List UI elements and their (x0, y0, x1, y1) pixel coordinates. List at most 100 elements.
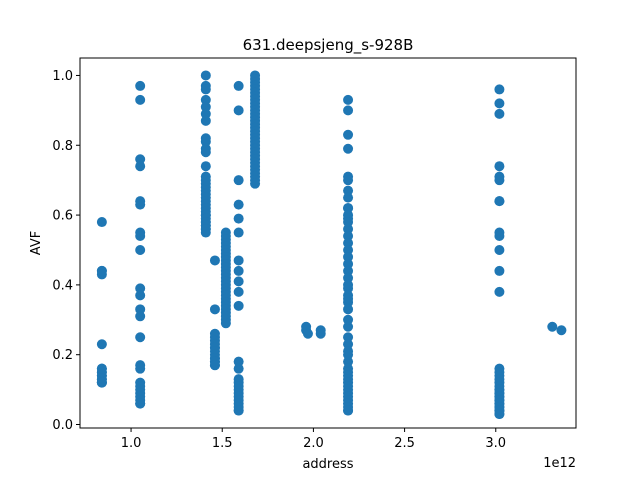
points-layer (96, 70, 567, 420)
data-point (135, 283, 146, 294)
data-point (343, 185, 354, 196)
x-tick-label: 1.5 (212, 436, 233, 451)
data-point (343, 244, 354, 255)
data-point (494, 244, 505, 255)
data-point (135, 199, 146, 210)
data-point (343, 304, 354, 315)
data-point (494, 265, 505, 276)
data-point (250, 178, 261, 189)
data-point (343, 175, 354, 186)
y-axis: 0.0 0.2 0.4 0.6 0.8 1.0 (52, 69, 80, 433)
data-point (135, 94, 146, 105)
data-point (135, 363, 146, 374)
data-point (135, 304, 146, 315)
chart-title: 631.deepsjeng_s-928B (243, 36, 414, 55)
data-point (556, 325, 567, 336)
data-point (494, 286, 505, 297)
data-point (96, 265, 107, 276)
data-point (200, 147, 211, 158)
data-point (135, 290, 146, 301)
data-point (302, 328, 313, 339)
x-tick-label: 2.0 (303, 436, 324, 451)
data-point (343, 192, 354, 203)
data-point (96, 363, 107, 374)
data-point (233, 405, 244, 416)
data-point (135, 398, 146, 409)
data-point (233, 300, 244, 311)
data-point (233, 227, 244, 238)
data-point (343, 258, 354, 269)
data-point (233, 265, 244, 276)
data-point (494, 175, 505, 186)
data-point (494, 409, 505, 420)
data-point (343, 210, 354, 221)
data-point (200, 101, 211, 112)
data-point (343, 105, 354, 116)
y-axis-label: AVF (29, 231, 44, 255)
data-point (209, 360, 220, 371)
data-point (343, 143, 354, 154)
data-point (494, 98, 505, 109)
x-tick-label: 3.0 (485, 436, 506, 451)
y-tick-label: 0.8 (52, 139, 73, 154)
data-point (200, 161, 211, 172)
data-point (209, 255, 220, 266)
data-point (233, 175, 244, 186)
y-tick-label: 0.2 (52, 348, 73, 363)
data-point (96, 377, 107, 388)
data-point (200, 108, 211, 119)
data-point (233, 80, 244, 91)
data-point (343, 251, 354, 262)
x-tick-label: 1.0 (121, 436, 142, 451)
data-point (135, 311, 146, 322)
data-point (343, 332, 354, 343)
data-point (343, 405, 354, 416)
data-point (233, 363, 244, 374)
data-point (494, 196, 505, 207)
data-point (343, 339, 354, 350)
data-point (494, 84, 505, 95)
data-point (343, 203, 354, 214)
data-point (200, 175, 211, 186)
y-tick-label: 0.4 (52, 278, 73, 293)
data-point (233, 286, 244, 297)
data-point (200, 84, 211, 95)
data-point (494, 231, 505, 242)
data-point (494, 108, 505, 119)
data-point (135, 244, 146, 255)
x-axis-label: address (302, 457, 353, 472)
x-offset-label: 1e12 (543, 456, 576, 471)
data-point (135, 80, 146, 91)
data-point (343, 356, 354, 367)
data-point (135, 161, 146, 172)
data-point (96, 339, 107, 350)
data-point (343, 293, 354, 304)
data-point (343, 217, 354, 228)
data-point (343, 321, 354, 332)
data-point (200, 115, 211, 126)
x-tick-label: 2.5 (394, 436, 415, 451)
data-point (343, 314, 354, 325)
data-point (135, 154, 146, 165)
data-point (343, 265, 354, 276)
data-point (233, 199, 244, 210)
data-point (343, 272, 354, 283)
data-point (233, 356, 244, 367)
data-point (135, 231, 146, 242)
data-point (315, 328, 326, 339)
data-point (343, 349, 354, 360)
data-point (233, 276, 244, 287)
data-point (220, 318, 231, 329)
data-point (200, 136, 211, 147)
data-point (343, 231, 354, 242)
data-point (200, 70, 211, 81)
data-point (96, 217, 107, 228)
plot-frame (79, 57, 577, 429)
data-point (233, 105, 244, 116)
data-point (200, 227, 211, 238)
data-point (233, 213, 244, 224)
data-point (135, 332, 146, 343)
data-point (547, 321, 558, 332)
